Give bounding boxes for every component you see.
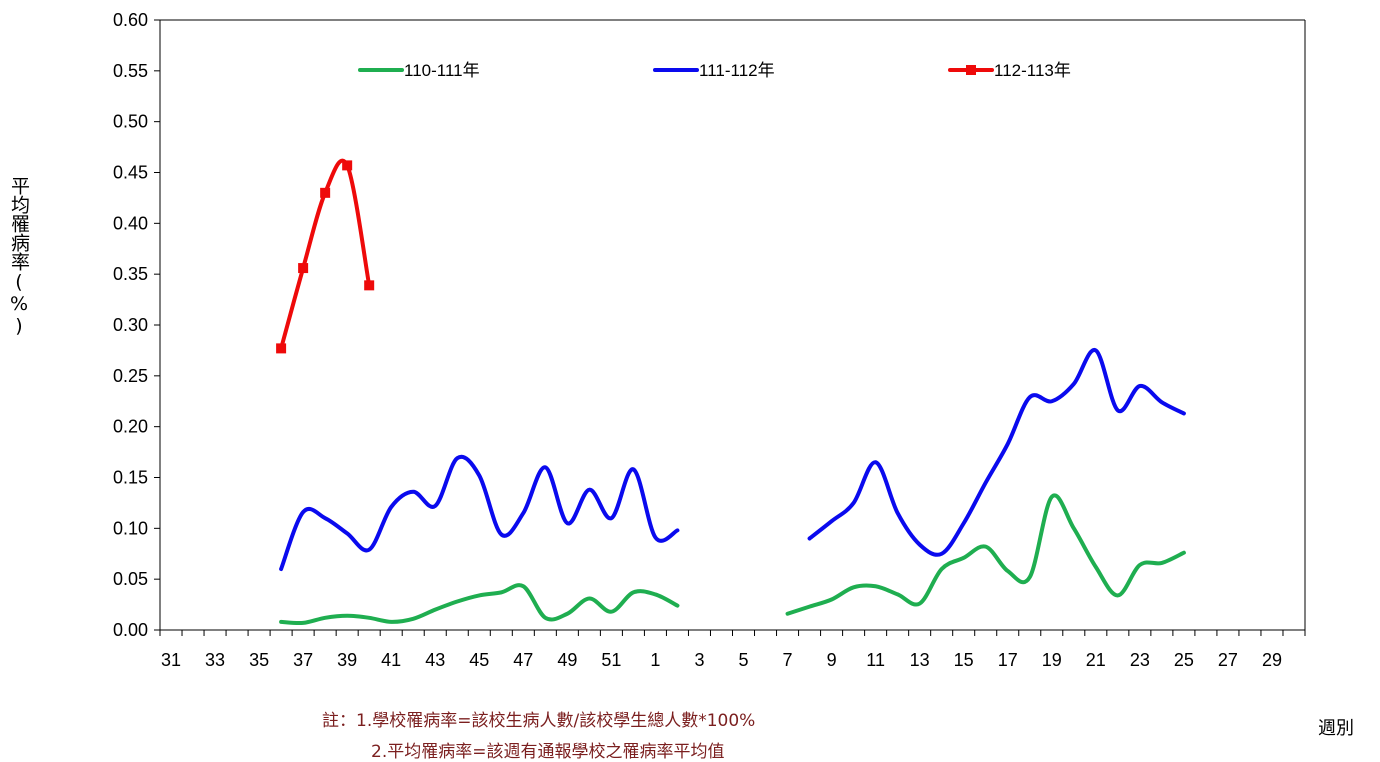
series-line — [279, 454, 680, 571]
y-tick-label: 0.50 — [113, 112, 148, 132]
y-axis-label: 平均罹病率(%) — [8, 176, 30, 337]
legend-marker — [966, 65, 976, 75]
x-tick-label: 35 — [249, 650, 269, 670]
y-tick-label: 0.35 — [113, 264, 148, 284]
x-tick-label: 19 — [1042, 650, 1062, 670]
y-tick-label: 0.40 — [113, 213, 148, 233]
series-line — [279, 583, 680, 626]
x-tick-label: 31 — [161, 650, 181, 670]
y-tick-label: 0.10 — [113, 518, 148, 538]
x-tick-label: 9 — [827, 650, 837, 670]
series-line — [785, 493, 1186, 616]
series-2 — [279, 348, 1186, 571]
x-tick-label: 21 — [1086, 650, 1106, 670]
legend-label: 110-111年 — [404, 61, 480, 80]
data-point-marker — [320, 187, 331, 198]
y-tick-label: 0.20 — [113, 417, 148, 437]
y-tick-label: 0.00 — [113, 620, 148, 640]
series-layer — [276, 158, 1186, 626]
legend-label: 112-113年 — [994, 61, 1071, 80]
y-tick-label: 0.15 — [113, 468, 148, 488]
x-tick-label: 45 — [469, 650, 489, 670]
x-tick-label: 5 — [739, 650, 749, 670]
x-tick-label: 51 — [601, 650, 621, 670]
x-axis-label: 週別 — [1318, 718, 1354, 739]
x-tick-label: 37 — [293, 650, 313, 670]
legend: 110-111年 111-112年 112-113年 — [358, 61, 1071, 80]
x-tick-label: 39 — [337, 650, 357, 670]
x-tick-label: 43 — [425, 650, 445, 670]
legend-item: 110-111年 — [358, 61, 480, 80]
y-tick-label: 0.45 — [113, 163, 148, 183]
legend-item: 112-113年 — [948, 61, 1071, 80]
y-tick-label: 0.30 — [113, 315, 148, 335]
x-tick-label: 3 — [694, 650, 704, 670]
y-tick-label: 0.55 — [113, 61, 148, 81]
y-axis-ticks: 0.00 0.05 0.10 0.15 0.20 0.25 0.30 0.35 0.40 0.45… — [113, 10, 160, 640]
x-axis-ticks: 31 33 35 37 39 41 43 45 47 49 51 1 3 5 7 9 11 13 15 17 19 21 2… — [159, 630, 1306, 670]
data-point-marker — [342, 160, 353, 171]
x-tick-label: 15 — [954, 650, 974, 670]
x-tick-label: 7 — [783, 650, 793, 670]
x-tick-label: 1 — [650, 650, 660, 670]
series-1 — [279, 493, 1186, 626]
y-tick-label: 0.25 — [113, 366, 148, 386]
series-line — [807, 348, 1186, 557]
legend-label: 111-112年 — [699, 61, 775, 80]
note-line-1: 註：1.學校罹病率=該校生病人數/該校學生總人數*100% — [322, 711, 756, 731]
x-tick-label: 41 — [381, 650, 401, 670]
note-line-2: 2.平均罹病率=該週有通報學校之罹病率平均值 — [371, 742, 725, 762]
x-tick-label: 29 — [1262, 650, 1282, 670]
data-point-marker — [276, 343, 287, 354]
legend-item: 111-112年 — [653, 61, 775, 80]
x-tick-label: 17 — [998, 650, 1018, 670]
y-tick-label: 0.60 — [113, 10, 148, 30]
axes — [159, 19, 1306, 631]
x-tick-label: 13 — [910, 650, 930, 670]
x-tick-label: 11 — [866, 650, 885, 670]
x-tick-label: 25 — [1174, 650, 1194, 670]
y-tick-label: 0.05 — [113, 569, 148, 589]
data-point-marker — [298, 263, 309, 274]
x-tick-label: 47 — [513, 650, 533, 670]
data-point-marker — [364, 280, 375, 291]
x-tick-label: 23 — [1130, 650, 1150, 670]
x-tick-label: 27 — [1218, 650, 1238, 670]
series-3 — [276, 158, 375, 354]
x-tick-label: 49 — [557, 650, 577, 670]
x-tick-label: 33 — [205, 650, 225, 670]
